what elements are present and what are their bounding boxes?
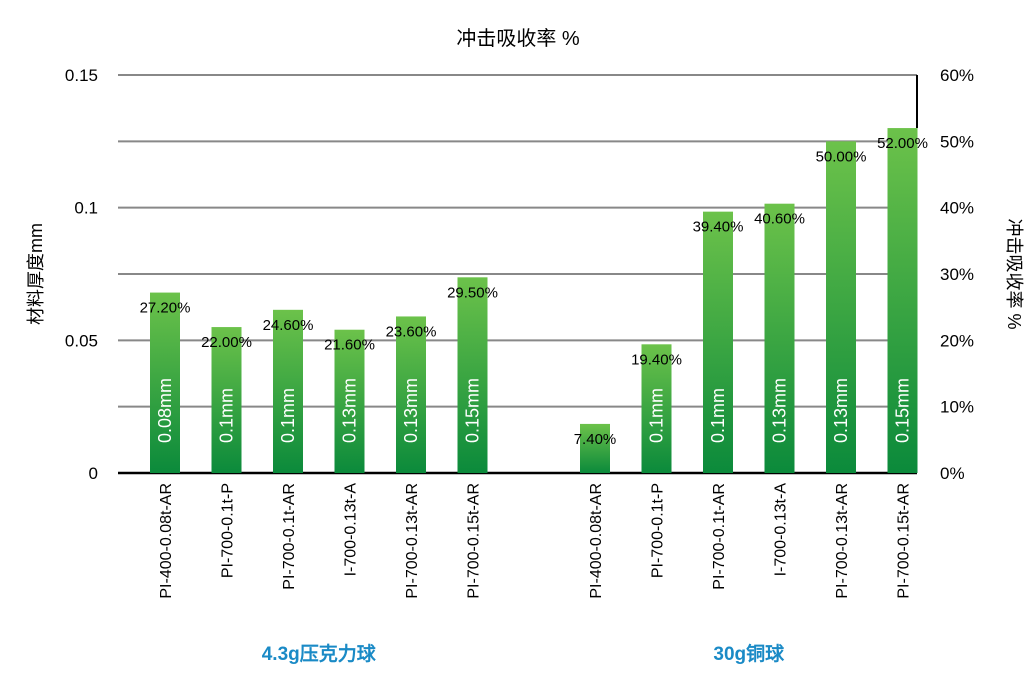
thickness-label: 0.1mm [708, 388, 728, 443]
right-tick-label: 10% [940, 398, 974, 417]
left-tick-label: 0.05 [65, 331, 98, 350]
chart-title: 冲击吸收率 % [456, 27, 580, 50]
bar [703, 211, 733, 473]
category-label: I-700-0.13t-A [773, 483, 790, 577]
category-label: PI-400-0.08t-AR [588, 483, 605, 599]
bar [826, 141, 856, 474]
category-label: PI-700-0.13t-AR [404, 483, 421, 599]
bar [150, 292, 180, 473]
category-label: I-700-0.13t-A [343, 483, 360, 577]
right-tick-label: 60% [940, 66, 974, 85]
category-label: PI-700-0.1t-AR [711, 483, 728, 590]
thickness-label: 0.13mm [340, 378, 360, 443]
bar [457, 277, 488, 473]
value-label: 40.60% [754, 211, 805, 228]
bar [273, 309, 303, 473]
category-label: PI-700-0.1t-P [220, 483, 237, 578]
value-label: 27.20% [140, 300, 191, 317]
group-label: 4.3g压克力球 [262, 642, 377, 665]
thickness-label: 0.08mm [155, 378, 175, 443]
right-tick-label: 40% [940, 199, 974, 218]
right-tick-label: 30% [940, 265, 974, 284]
category-label: PI-400-0.08t-AR [158, 483, 175, 599]
right-tick-label: 50% [940, 132, 974, 151]
right-tick-label: 0% [940, 464, 965, 483]
bar [764, 203, 795, 474]
thickness-label: 0.1mm [217, 388, 237, 443]
thickness-label: 0.15mm [893, 378, 913, 443]
thickness-label: 0.13mm [770, 378, 790, 443]
group-label: 30g铜球 [713, 642, 785, 665]
value-label: 21.60% [324, 337, 375, 354]
thickness-label: 0.13mm [401, 378, 421, 443]
left-tick-label: 0.1 [74, 199, 98, 218]
right-tick-label: 20% [940, 331, 974, 350]
value-label: 29.50% [447, 284, 498, 301]
value-label: 19.40% [631, 351, 682, 368]
category-label: PI-700-0.13t-AR [834, 483, 851, 599]
bar [334, 329, 365, 473]
value-label: 39.40% [693, 219, 744, 236]
thickness-label: 0.15mm [463, 378, 483, 443]
value-label: 52.00% [877, 135, 928, 152]
value-label: 7.40% [574, 431, 617, 448]
thickness-label: 0.1mm [278, 388, 298, 443]
value-label: 23.60% [386, 323, 437, 340]
category-label: PI-700-0.1t-AR [281, 483, 298, 590]
thickness-label: 0.13mm [831, 378, 851, 443]
left-axis-label: 材料厚度mm [26, 223, 46, 325]
right-axis-label: 冲击吸收率 % [1004, 218, 1024, 329]
left-tick-label: 0 [89, 464, 98, 483]
category-label: PI-700-0.15t-AR [466, 483, 483, 599]
thickness-label: 0.1mm [647, 388, 667, 443]
category-label: PI-700-0.1t-P [650, 483, 667, 578]
bar [641, 344, 672, 473]
bar [211, 327, 242, 473]
category-label: PI-700-0.15t-AR [896, 483, 913, 599]
bar [887, 128, 918, 474]
bar [396, 316, 426, 473]
left-tick-label: 0.15 [65, 66, 98, 85]
value-label: 50.00% [816, 148, 867, 165]
value-label: 22.00% [201, 334, 252, 351]
value-label: 24.60% [263, 317, 314, 334]
bar [580, 423, 610, 473]
